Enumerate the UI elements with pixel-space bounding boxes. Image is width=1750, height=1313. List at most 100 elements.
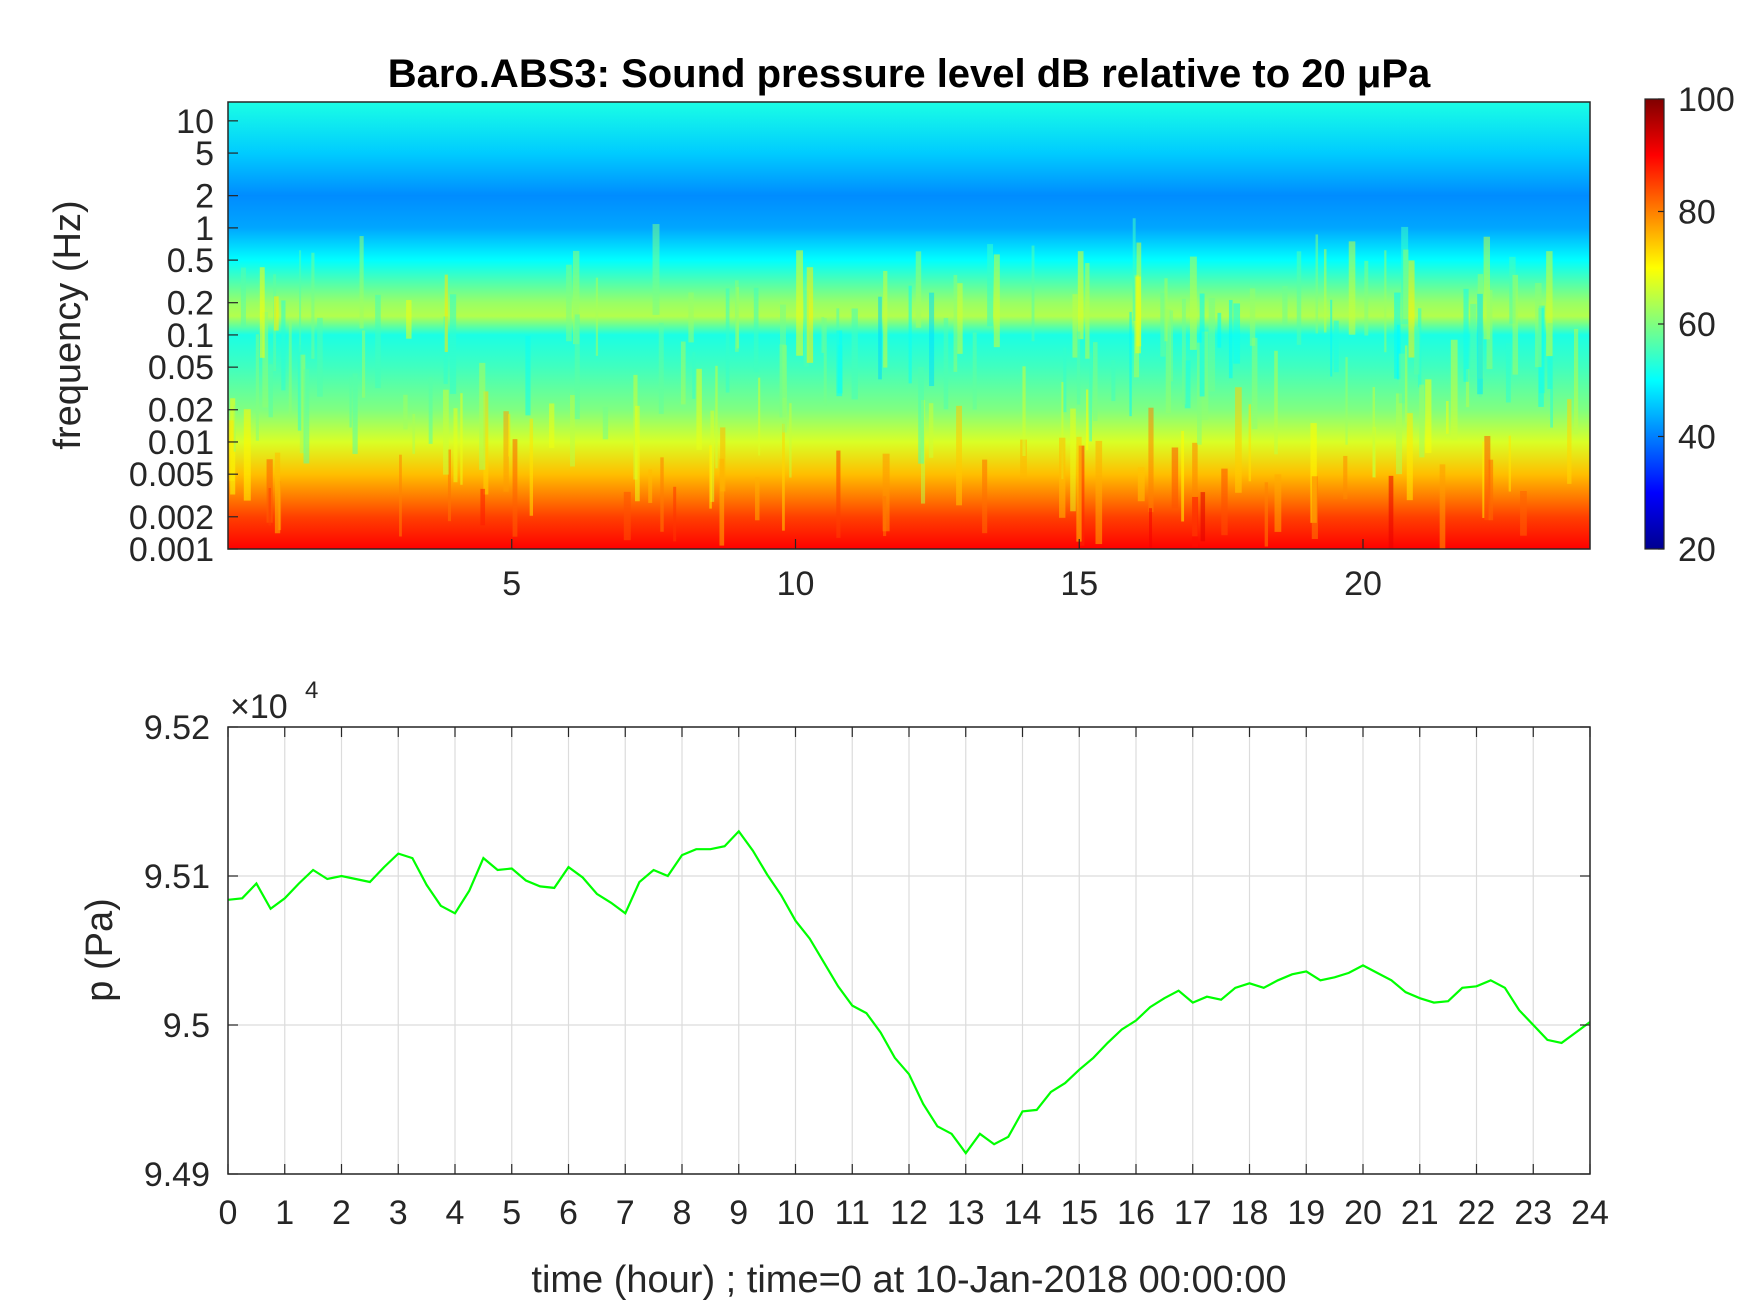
spectrogram-streak (447, 449, 451, 522)
time-tick-label: 4 (446, 1194, 465, 1232)
spectrogram-streak (317, 317, 323, 397)
spectrogram-streak (789, 403, 792, 478)
spectrogram-streak (1181, 430, 1185, 522)
spectrogram-streak (566, 264, 572, 342)
pressure-tick-label: 9.49 (144, 1156, 210, 1194)
time-tick-label: 14 (1004, 1194, 1042, 1232)
spectrogram-streak (480, 488, 486, 526)
time-tick-label: 3 (389, 1194, 408, 1232)
spectrogram-streak (1022, 366, 1026, 457)
spectrogram-streak (993, 254, 1000, 348)
spectrogram-time-tick-label: 5 (502, 565, 521, 603)
time-tick-label: 10 (777, 1194, 815, 1232)
spectrogram-streak (1129, 311, 1132, 417)
spectrogram-streak (883, 270, 888, 368)
spectrogram-streak (623, 491, 631, 541)
spectrogram-streak (1076, 436, 1082, 542)
time-tick-label: 7 (616, 1194, 635, 1232)
spectrogram-streak (240, 267, 246, 327)
spectrogram-streak (1111, 359, 1116, 402)
spectrogram-streak (1567, 399, 1572, 484)
spectrogram-streak (821, 316, 825, 353)
spectrogram-streak (460, 393, 463, 485)
spectrogram-streak (399, 454, 402, 537)
spectrogram-streak (268, 364, 273, 418)
spectrogram-streak (525, 335, 531, 416)
time-tick-label: 20 (1344, 1194, 1382, 1232)
spectrogram-streak (806, 267, 814, 363)
spectrogram-streak (1403, 249, 1409, 320)
spectrogram-streak (736, 287, 740, 349)
time-tick-label: 5 (502, 1194, 521, 1232)
spectrogram-streak (972, 332, 977, 410)
time-axis: 0 1 2 3 4 5 6 7 8 9 10 11 12 13 14 15 16 17 18 19 20 21 22 23 24 (219, 727, 1609, 1232)
frequency-tick-label: 0.005 (129, 456, 214, 494)
spectrogram-streak (851, 308, 858, 400)
spectrogram-streak (1483, 236, 1491, 340)
colorbar-tick-label: 60 (1678, 306, 1716, 344)
spectrogram-streak (1465, 369, 1470, 408)
colorbar-tick-label: 80 (1678, 194, 1716, 232)
time-tick-label: 15 (1060, 1194, 1098, 1232)
time-tick-label: 0 (219, 1194, 238, 1232)
spectrogram-streak (1520, 491, 1527, 536)
spectrogram-streak (648, 469, 653, 503)
spectrogram-streak (1477, 293, 1483, 395)
spectrogram-streak (758, 377, 761, 456)
time-tick-label: 18 (1231, 1194, 1269, 1232)
spectrogram-streak (1160, 292, 1166, 357)
spectrogram-streak (780, 304, 786, 398)
spectrogram-streak (449, 294, 457, 394)
spectrogram-streak (1310, 423, 1317, 523)
spectrogram-streak (1413, 326, 1420, 375)
spectrogram-streak (1439, 464, 1446, 549)
spectrogram-streak (1077, 251, 1084, 340)
spectrogram-streak (444, 274, 448, 353)
time-tick-label: 17 (1174, 1194, 1212, 1232)
spectrogram-streak (836, 450, 841, 538)
spectrogram-streak (1408, 260, 1415, 358)
spectrogram-streak (1546, 251, 1553, 357)
spectrogram-streak (1274, 350, 1278, 455)
spectrogram-streak (1059, 437, 1066, 518)
spectrogram-streak (1345, 357, 1348, 445)
spectrogram-streak (1508, 435, 1511, 492)
spectrogram-streak (1072, 294, 1078, 358)
spectrogram-streak (483, 391, 489, 495)
spectrogram-streak (1200, 492, 1206, 542)
spectrogram-streak (352, 373, 358, 454)
spectrogram-streak (823, 318, 827, 406)
spectrogram-streak (1165, 309, 1171, 414)
spectrogram-time-axis: 5 10 15 20 (502, 539, 1382, 603)
spectrogram-streak (796, 250, 803, 356)
spectrogram-streak (882, 453, 890, 532)
pressure-tick-label: 9.52 (144, 709, 210, 747)
spectrogram-streak (1192, 442, 1198, 537)
spectrogram-streak (1398, 353, 1405, 404)
spectrogram-streak (1463, 288, 1469, 382)
spectrogram-streak (956, 405, 962, 506)
time-tick-label: 9 (729, 1194, 748, 1232)
spectrogram-streak (359, 236, 364, 329)
spectrogram-streak (503, 411, 509, 492)
spectrogram-streak (1404, 345, 1408, 423)
spectrogram-streak (696, 368, 702, 450)
spectrogram-streak (1221, 468, 1228, 536)
colorbar-tick-label: 40 (1678, 419, 1716, 457)
spectrogram-streak (273, 296, 279, 331)
pressure-series-line (228, 829, 1590, 1155)
spectrogram-streak (297, 344, 302, 431)
frequency-tick-label: 0.001 (129, 531, 214, 569)
pressure-tick-label: 9.5 (163, 1007, 210, 1045)
spectrogram-streak (1137, 467, 1145, 502)
frequency-tick-label: 2 (195, 178, 214, 216)
spectrogram-streak (1446, 401, 1449, 434)
spectrogram-streak (1208, 297, 1216, 392)
spectrogram-streak (299, 250, 302, 353)
pressure-axis-label: p (Pa) (79, 898, 121, 1001)
time-tick-label: 6 (559, 1194, 578, 1232)
frequency-tick-label: 0.1 (167, 317, 214, 355)
spectrogram-streak (987, 244, 993, 327)
spectrogram-streak (836, 330, 843, 397)
spectrogram-streak (1486, 289, 1493, 370)
